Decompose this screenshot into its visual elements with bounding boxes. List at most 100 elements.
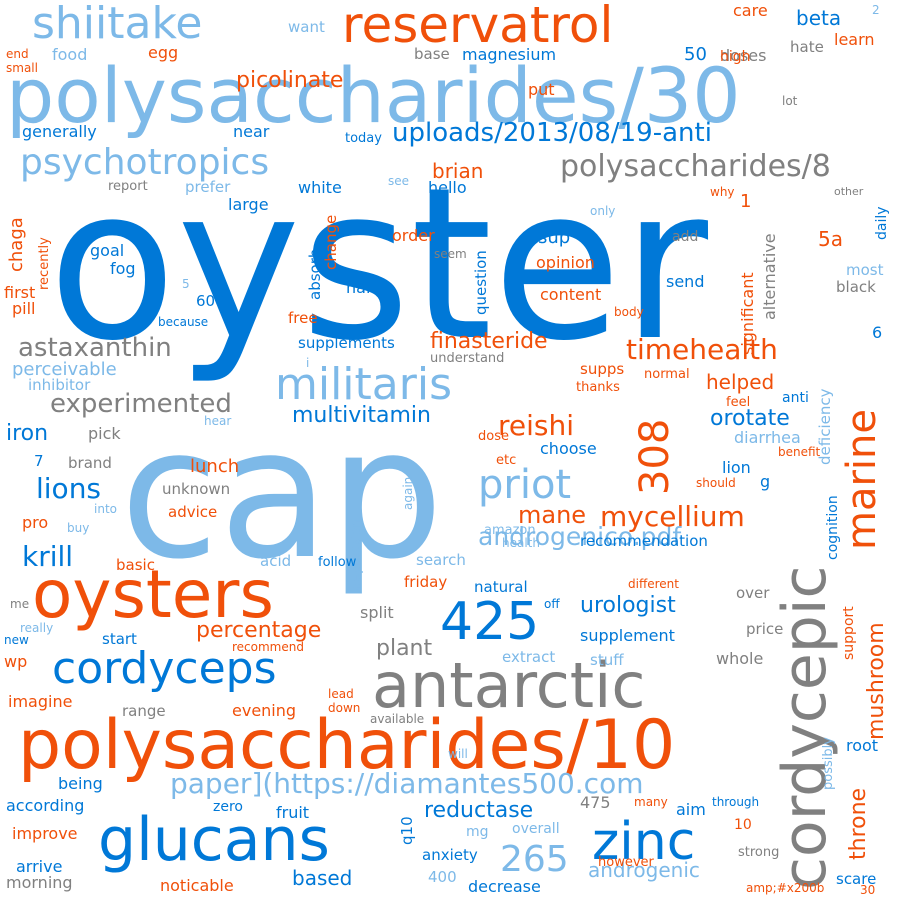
word: g xyxy=(760,472,771,491)
word: available xyxy=(370,712,425,726)
word: extract xyxy=(502,648,556,666)
word: should xyxy=(696,476,736,490)
word: normal xyxy=(644,367,690,382)
word: polysaccharides/10 xyxy=(18,706,676,785)
word: support xyxy=(841,606,857,660)
word: priot xyxy=(478,462,572,508)
word: 475 xyxy=(580,793,611,812)
word: decrease xyxy=(468,877,541,896)
word: reservatrol xyxy=(342,0,614,54)
word: doses xyxy=(720,46,767,65)
word: stuff xyxy=(590,651,624,669)
word: into xyxy=(94,502,117,516)
word: egg xyxy=(148,43,179,62)
word: 600 xyxy=(196,292,225,310)
word: helped xyxy=(706,370,775,394)
word: psychotropics xyxy=(20,142,270,183)
word: 10 xyxy=(734,817,752,833)
word: percentage xyxy=(196,618,322,643)
word: evening xyxy=(232,701,297,720)
word: scare xyxy=(836,870,877,888)
word: mushroom xyxy=(864,622,889,740)
word: recommend xyxy=(232,640,304,654)
word: hear xyxy=(204,414,232,428)
word: question xyxy=(472,250,490,315)
word: only xyxy=(590,204,616,218)
word: start xyxy=(102,630,137,648)
word: reishi xyxy=(498,409,575,442)
word: lot xyxy=(782,94,798,108)
word: morning xyxy=(6,873,73,892)
word: supplements xyxy=(298,334,395,352)
word: because xyxy=(158,315,209,329)
word: basic xyxy=(116,556,155,574)
word: pill xyxy=(12,299,36,318)
word: me xyxy=(10,597,30,611)
word: orotate xyxy=(710,406,790,431)
word: cordyceps xyxy=(52,643,277,694)
word: acid xyxy=(260,552,292,570)
word: magnesium xyxy=(462,45,557,64)
word: 425 xyxy=(440,592,540,652)
word: split xyxy=(360,603,394,622)
word: most xyxy=(846,261,884,279)
word: buy xyxy=(67,521,90,535)
word: choose xyxy=(540,439,597,458)
word: aim xyxy=(676,800,706,819)
word: mycellium xyxy=(600,500,745,533)
word: change xyxy=(322,214,340,270)
word: dose xyxy=(478,429,509,444)
word: androgenico.pdf xyxy=(478,522,682,551)
word: brand xyxy=(68,454,112,472)
word: natural xyxy=(474,578,528,596)
word: diarrhea xyxy=(734,428,801,447)
word: benefit xyxy=(778,445,821,459)
word: wp xyxy=(4,652,28,671)
word: 30 xyxy=(860,883,876,897)
word: marine xyxy=(839,409,885,550)
word: base xyxy=(414,45,450,63)
word: alternative xyxy=(760,233,779,320)
word: 1 xyxy=(740,191,752,212)
word: 308 xyxy=(632,418,678,495)
word: high xyxy=(720,49,751,65)
word: different xyxy=(628,577,679,591)
word: opinion xyxy=(536,253,595,272)
word: really xyxy=(20,621,54,635)
word: anxiety xyxy=(422,846,478,864)
word: zinc xyxy=(592,812,696,872)
word: iron xyxy=(6,421,49,446)
word: 5 xyxy=(182,277,190,291)
word: polysaccharides/30 xyxy=(6,51,741,140)
word: send xyxy=(666,272,705,291)
word: why xyxy=(710,185,735,199)
word: chaga xyxy=(6,217,27,272)
word: understand xyxy=(430,351,505,366)
word: lunch xyxy=(190,456,240,477)
word: hate xyxy=(790,38,824,56)
word: inhibitor xyxy=(28,376,91,394)
word: black xyxy=(836,278,876,296)
word: paper](https://diamantes500.com xyxy=(170,767,644,800)
word: cognition xyxy=(825,495,841,560)
word: lions xyxy=(36,472,102,505)
word: absorb xyxy=(306,248,324,300)
word: seem xyxy=(434,247,467,261)
word: uploads/2013/08/19-anti xyxy=(392,118,712,148)
word: content xyxy=(540,285,602,304)
word: based xyxy=(292,866,353,890)
word: amazon xyxy=(484,523,536,538)
word: root xyxy=(846,736,879,755)
word: want xyxy=(288,18,325,36)
word: strong xyxy=(738,845,780,860)
word: anti xyxy=(782,390,809,406)
word: sup xyxy=(538,227,571,248)
word: daily xyxy=(874,206,890,240)
word: many xyxy=(634,795,668,809)
word: q10 xyxy=(398,816,416,845)
word: lion xyxy=(722,458,751,477)
word: over xyxy=(736,584,770,602)
word: whole xyxy=(716,649,764,668)
word: search xyxy=(416,551,466,569)
